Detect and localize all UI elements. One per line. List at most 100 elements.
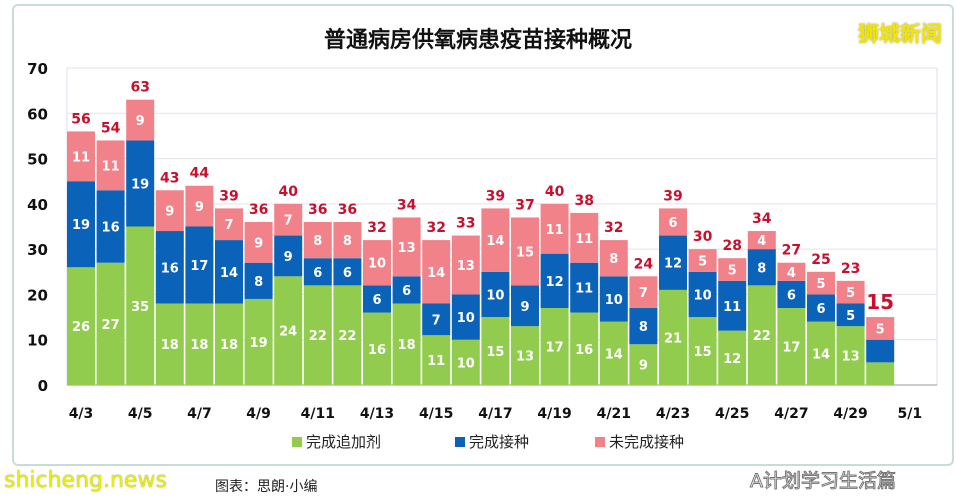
y-tick-label: 50 [27,151,48,169]
x-tick-label: 4/11 [301,406,335,422]
bar-segment [629,276,658,309]
total-label: 39 [663,188,682,204]
x-tick-label: 4/23 [656,406,690,422]
segment-label: 15 [516,245,534,260]
bar-segment [511,217,539,286]
bar-segment [67,267,95,385]
total-label: 63 [130,80,149,96]
total-label: 32 [367,220,386,236]
segment-label: 15 [694,345,712,360]
segment-label: 7 [224,218,233,233]
segment-label: 5 [846,309,855,324]
bar-segment [747,285,776,385]
bar-segment [570,212,599,263]
segment-label: 14 [427,266,445,281]
bar-segment [481,271,510,318]
bar-segment [659,208,687,236]
bar-segment [629,308,658,345]
bar-segment [599,240,628,277]
y-tick-label: 70 [27,60,48,78]
y-tick-label: 20 [27,286,48,304]
bar-segment [303,285,332,385]
total-label: 40 [545,184,565,200]
total-label: 56 [71,111,90,127]
bar-segment [718,258,747,281]
bar-segment [718,280,747,331]
segment-label: 16 [161,261,179,276]
bar-segment [363,312,391,385]
x-tick-label: 4/29 [833,406,867,422]
bar-segment [451,339,480,385]
segment-label: 10 [486,288,504,303]
segment-label: 18 [398,338,416,353]
segment-label: 6 [313,266,322,281]
total-label: 33 [456,216,475,232]
total-label: 38 [574,193,593,209]
bar-segment [422,335,451,385]
total-label: 39 [486,188,505,204]
segment-label: 5 [698,254,707,269]
x-tick-label: 5/1 [897,406,922,422]
total-label: 25 [811,252,830,268]
segment-label: 11 [546,223,564,238]
x-tick-label: 4/9 [246,406,271,422]
segment-label: 8 [313,234,322,249]
bar-segment [155,303,184,385]
segment-label: 6 [668,216,677,231]
x-tick-label: 4/7 [187,406,212,422]
total-label: 36 [249,202,268,218]
total-label: 28 [722,238,741,254]
segment-label: 5 [876,322,885,337]
y-tick-label: 30 [27,241,48,259]
segment-label: 14 [605,347,623,362]
bar-segment [540,253,569,309]
segment-label: 13 [398,241,416,256]
bar-segment [599,276,628,322]
bar-segment [392,217,421,277]
bar-segment [570,312,599,385]
bar-segment [540,308,569,385]
total-label: 36 [338,202,357,218]
bar-segment [481,208,510,272]
segment-label: 8 [254,275,263,290]
bar-segment [126,140,155,227]
bar-segment [155,231,184,304]
segment-label: 7 [284,214,293,229]
bar-segment [659,235,687,290]
bar-segment [155,190,184,232]
bar-segment [215,208,243,241]
segment-label: 13 [842,350,860,365]
legend-label: 未完成接种 [609,433,684,451]
x-tick-label: 4/17 [478,406,512,422]
segment-label: 7 [639,286,648,301]
segment-label: 11 [72,150,90,165]
bar-segment [274,276,303,385]
bar-segment [422,303,451,336]
bar-segment [629,344,658,385]
total-label: 40 [278,184,298,200]
segment-label: 26 [72,320,90,335]
bar-segment [96,262,125,385]
bar-segment [274,203,303,236]
bar-segment [392,303,421,385]
segment-label: 13 [516,350,534,365]
legend-swatch [595,437,605,447]
x-tick-label: 4/27 [774,406,808,422]
total-label: 15 [866,290,894,314]
segment-label: 18 [161,338,179,353]
segment-label: 17 [546,341,564,356]
segment-label: 16 [575,343,593,358]
segment-label: 6 [816,302,825,317]
segment-label: 11 [575,282,593,297]
segment-label: 6 [343,266,352,281]
x-tick-label: 4/13 [360,406,394,422]
segment-label: 9 [165,205,174,220]
segment-label: 16 [368,343,386,358]
segment-label: 19 [250,336,268,351]
bar-segment [511,326,539,385]
x-tick-label: 4/3 [69,406,94,422]
total-label: 54 [101,120,121,136]
bar-segment [688,317,717,385]
segment-label: 6 [372,293,381,308]
total-label: 32 [426,220,445,236]
